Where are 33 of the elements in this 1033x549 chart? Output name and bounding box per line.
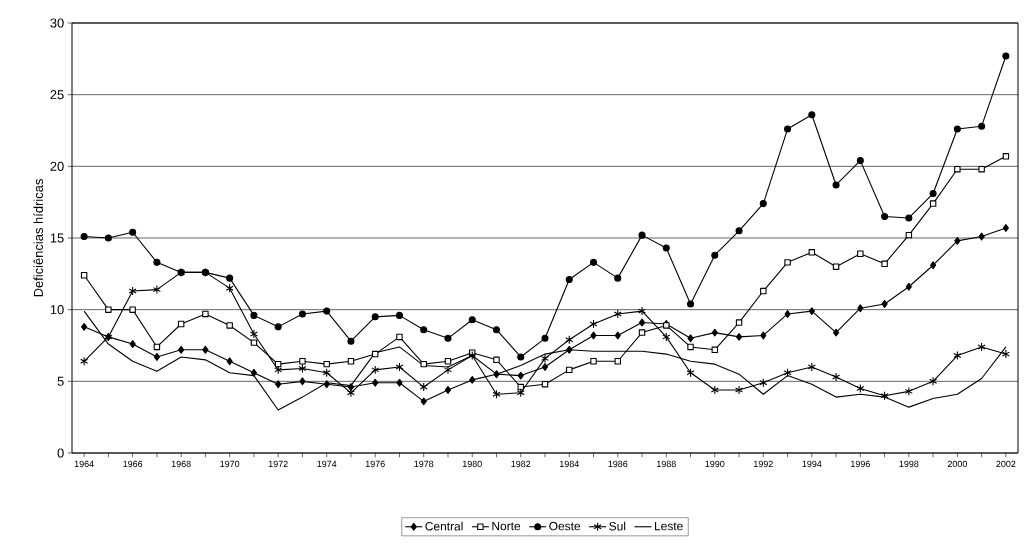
y-tick-label: 15 bbox=[50, 233, 64, 243]
x-tick-label: 2000 bbox=[947, 460, 967, 468]
x-tick-label: 1982 bbox=[511, 460, 531, 468]
x-tick-label: 1980 bbox=[462, 460, 482, 468]
legend-label: Central bbox=[425, 521, 463, 531]
x-tick-label: 1970 bbox=[220, 460, 240, 468]
x-tick-label: 1966 bbox=[123, 460, 143, 468]
y-tick-label: 25 bbox=[50, 90, 64, 100]
y-tick-label: 5 bbox=[57, 376, 64, 386]
legend-label: Leste bbox=[655, 521, 683, 531]
x-tick-label: 1990 bbox=[705, 460, 725, 468]
y-tick-label: 0 bbox=[57, 448, 64, 458]
y-tick-label: 20 bbox=[50, 161, 64, 171]
x-tick-label: 1972 bbox=[268, 460, 288, 468]
x-tick-label: 1986 bbox=[608, 460, 628, 468]
legend-label: Oeste bbox=[549, 521, 581, 531]
x-tick-label: 1976 bbox=[365, 460, 385, 468]
x-tick-label: 1978 bbox=[414, 460, 434, 468]
legend-label: Norte bbox=[492, 521, 521, 531]
x-tick-label: 1964 bbox=[74, 460, 94, 468]
y-axis-title: Deficiências hídricas bbox=[33, 179, 43, 297]
x-tick-label: 1998 bbox=[899, 460, 919, 468]
legend-label: Sul bbox=[609, 521, 626, 531]
x-tick-label: 1988 bbox=[657, 460, 676, 468]
x-tick-label: 1994 bbox=[802, 460, 822, 468]
x-tick-label: 1996 bbox=[851, 460, 870, 468]
y-tick-label: 10 bbox=[50, 305, 64, 315]
x-tick-label: 1974 bbox=[317, 460, 337, 468]
x-tick-label: 1968 bbox=[171, 460, 191, 468]
x-tick-label: 1992 bbox=[754, 460, 773, 468]
x-tick-label: 1984 bbox=[559, 460, 579, 468]
y-tick-label: 30 bbox=[50, 18, 64, 28]
x-tick-label: 2002 bbox=[996, 460, 1016, 468]
